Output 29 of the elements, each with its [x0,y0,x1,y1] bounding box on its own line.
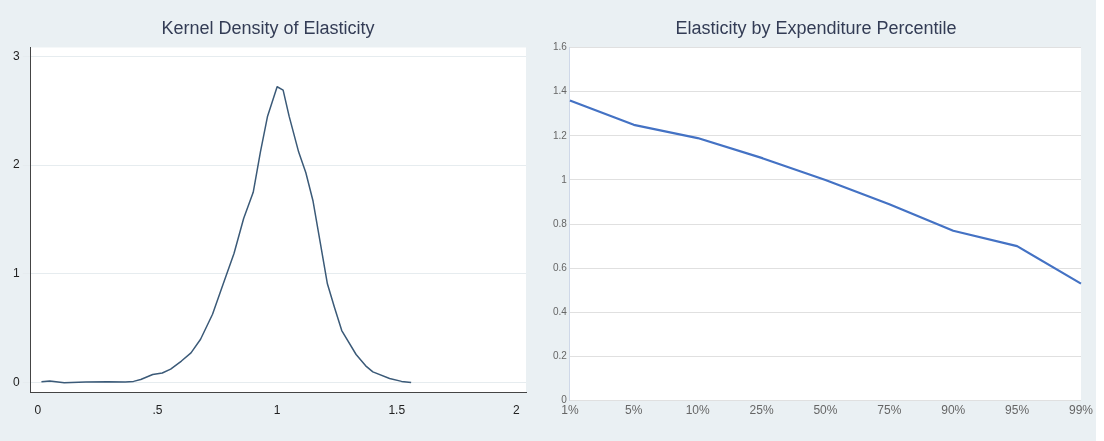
y-tick-label: 0.8 [553,217,568,229]
y-tick-label: 1.2 [553,129,568,141]
chart-title: Elasticity by Expenditure Percentile [675,17,957,38]
x-tick-label: 2 [513,403,521,418]
y-tick-label: 3 [12,48,20,63]
y-tick-label: 0 [561,394,568,406]
x-tick-label: 90% [941,403,966,418]
x-tick-label: .5 [152,403,163,418]
y-tick-label: 0.4 [553,306,568,318]
x-tick-label: 25% [749,403,774,418]
y-tick-label: 1.4 [553,85,568,97]
x-tick-label: 5% [625,403,643,418]
y-tick-label: 0.6 [553,261,568,273]
x-tick-label: 95% [1005,403,1030,418]
x-tick-label: 1.5 [388,403,406,418]
chart-title: Kernel Density of Elasticity [161,17,375,38]
y-tick-label: 0.2 [553,350,568,362]
x-tick-label: 75% [877,403,902,418]
x-tick-label: 1 [273,403,281,418]
x-tick-label: 50% [813,403,838,418]
y-tick-label: 1.6 [553,41,568,53]
x-tick-label: 10% [685,403,711,418]
y-tick-label: 2 [12,157,20,172]
y-tick-label: 0 [12,375,20,390]
y-tick-label: 1 [12,266,20,281]
y-tick-label: 1 [561,173,568,185]
x-tick-label: 0 [34,403,42,418]
x-tick-label: 99% [1068,403,1094,418]
x-tick-label: 1% [561,403,579,418]
